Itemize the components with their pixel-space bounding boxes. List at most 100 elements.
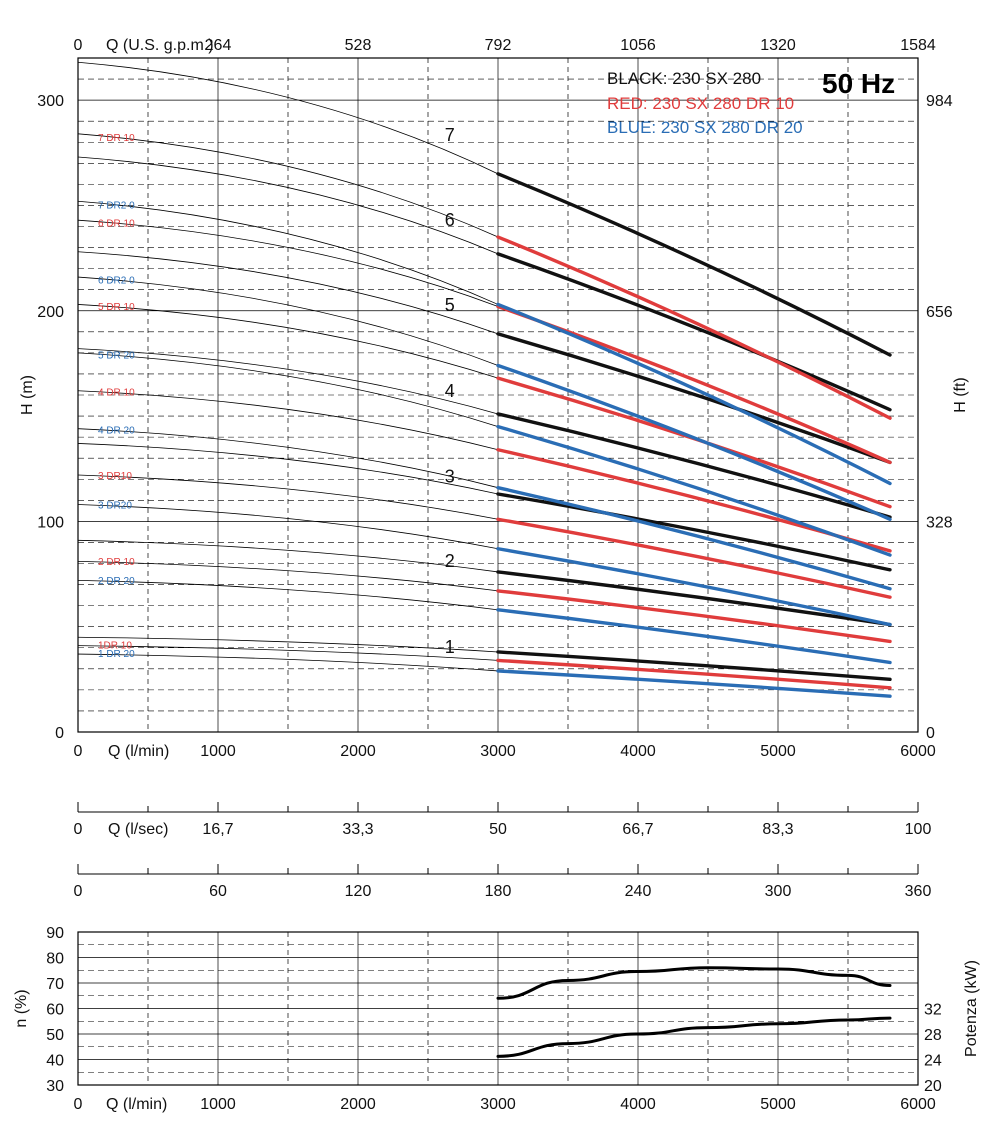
curve-label-1-dr-20: 1 DR 20 — [98, 649, 135, 660]
curve-label-7-dr-10: 7 DR 10 — [98, 133, 135, 144]
curve-label-2-dr-20: 2 DR 20 — [98, 576, 135, 587]
flow-axis-1-label-240: 240 — [625, 883, 652, 900]
curve-label-6-dr-10: 6 DR 10 — [98, 218, 135, 229]
curve-5-dr-20 — [496, 424, 892, 557]
efficiency-curves — [496, 966, 892, 1058]
curve-extension-2-dr-10 — [77, 560, 499, 592]
curve-extension-5-dr-10 — [77, 304, 499, 379]
head-top-tick-792: 792 — [485, 37, 512, 54]
eff-y-left-tick-30: 30 — [46, 1078, 64, 1095]
curve-7 — [496, 172, 892, 357]
curve-3-dr-20 — [496, 547, 892, 627]
curve-label-4-dr-20: 4 DR 20 — [98, 426, 135, 437]
curve-4-dr-20 — [496, 485, 892, 591]
legend-blue: BLUE: 230 SX 280 DR 20 — [607, 118, 803, 137]
head-y-left-title: H (m) — [19, 375, 36, 415]
eff-x-tick-6000: 6000 — [900, 1096, 936, 1113]
curve-label-3-dr-20: 3 DR20 — [98, 501, 132, 512]
flow-axis-0-label-33-3: 33,3 — [342, 821, 373, 838]
curve-extension-3-dr-10 — [77, 474, 499, 520]
frequency-title: 50 Hz — [822, 68, 895, 99]
head-x-axis-title: Q (l/min) — [108, 743, 169, 760]
curve-1-dr-20 — [496, 669, 892, 698]
flow-unit-axes: 0 16,7 33,3 50 66,7 83,3 100 Q (l/sec) 0 60 120 180… — [74, 802, 932, 900]
curve-6 — [496, 252, 892, 412]
head-x-tick-5000: 5000 — [760, 743, 796, 760]
head-x-tick-0: 0 — [74, 743, 83, 760]
flow-axis-1-label-120: 120 — [345, 883, 372, 900]
eff-y-left-title: n (%) — [13, 989, 30, 1027]
eff-x-tick-3000: 3000 — [480, 1096, 516, 1113]
flow-axis-0-label-83-3: 83,3 — [762, 821, 793, 838]
curve-label-2-dr-10: 2 DR 10 — [98, 557, 135, 568]
head-chart-axes: 0 1000 2000 3000 4000 5000 6000010020030003286… — [19, 37, 969, 760]
head-y-right-title: H (ft) — [952, 377, 969, 413]
flow-axis-1-label-180: 180 — [485, 883, 512, 900]
eff-y-left-tick-90: 90 — [46, 925, 64, 942]
curve-7-dr-20 — [496, 302, 892, 486]
curve-extension-3 — [77, 443, 499, 495]
curve-extension-5-dr-20 — [77, 352, 499, 427]
curve-extension-4 — [77, 348, 499, 415]
eff-x-tick-4000: 4000 — [620, 1096, 656, 1113]
head-top-tick-1584: 1584 — [900, 37, 936, 54]
curve-extension-7 — [77, 61, 499, 175]
curve-label-2: 2 — [445, 551, 455, 571]
curve-extension-4-dr-20 — [77, 428, 499, 489]
curve-label-7: 7 — [445, 125, 455, 145]
curve-label-1: 1 — [445, 637, 455, 657]
head-y-left-tick-0: 0 — [55, 725, 64, 742]
head-y-left-tick-300: 300 — [37, 93, 64, 110]
head-y-left-tick-100: 100 — [37, 514, 64, 531]
head-y-right-tick-656: 656 — [926, 304, 953, 321]
eff-y-right-tick-20: 20 — [924, 1078, 942, 1095]
flow-axis-0-label-66-7: 66,7 — [622, 821, 653, 838]
eff-y-left-tick-80: 80 — [46, 951, 64, 968]
curve-2-dr-20 — [496, 608, 892, 665]
curve-label-1-dr-10: 1DR 10 — [98, 640, 132, 651]
curve-extension-6 — [77, 156, 499, 255]
eff-y-left-tick-70: 70 — [46, 976, 64, 993]
flow-axis-title-0: Q (l/sec) — [108, 821, 168, 838]
curve-extension-1-dr-10 — [77, 645, 499, 661]
flow-axis-0-label-0: 0 — [74, 821, 83, 838]
head-top-axis-title: Q (U.S. g.p.m.) — [106, 37, 214, 54]
eff-x-tick-1000: 1000 — [200, 1096, 236, 1113]
eff-x-axis-title: Q (l/min) — [106, 1096, 167, 1113]
head-x-tick-2000: 2000 — [340, 743, 376, 760]
flow-axis-1-label-300: 300 — [765, 883, 792, 900]
head-frame — [77, 57, 919, 733]
curve-extension-7-dr-10 — [77, 133, 499, 238]
curve-3-dr-10 — [496, 517, 892, 599]
head-top-tick-528: 528 — [345, 37, 372, 54]
curve-extension-2-dr-20 — [77, 579, 499, 611]
efficiency-chart-axes: 0 1000 2000 3000 4000 5000 6000 30 40 50 60 70 80 90 2… — [13, 925, 980, 1113]
curve-extension-4-dr-10 — [77, 390, 499, 451]
eff-y-right-tick-24: 24 — [924, 1053, 942, 1070]
eff-x-tick-0: 0 — [74, 1096, 83, 1113]
flow-axis-1-label-0: 0 — [74, 883, 83, 900]
head-curves — [77, 61, 892, 698]
head-curve-labels: 1 1DR 101 DR 20 2 2 DR 10 2 DR 20 3 3 DR10 3 DR… — [98, 125, 455, 660]
curve-label-3-dr-10: 3 DR10 — [98, 471, 132, 482]
head-y-right-tick-328: 328 — [926, 514, 953, 531]
head-top-tick-1056: 1056 — [620, 37, 656, 54]
curve-label-5-dr-10: 5 DR 10 — [98, 302, 135, 313]
flow-axis-1-label-360: 360 — [905, 883, 932, 900]
curve-3 — [496, 492, 892, 572]
head-x-tick-6000: 6000 — [900, 743, 936, 760]
curve-extension-1 — [77, 636, 499, 653]
head-y-right-tick-984: 984 — [926, 93, 953, 110]
legend-black: BLACK: 230 SX 280 — [607, 69, 761, 88]
head-y-left-tick-200: 200 — [37, 304, 64, 321]
efficiency-curve — [496, 966, 892, 1000]
head-x-tick-4000: 4000 — [620, 743, 656, 760]
eff-y-right-title: Potenza (kW) — [963, 960, 980, 1057]
power-curve — [496, 1016, 892, 1058]
eff-y-right-tick-32: 32 — [924, 1002, 942, 1019]
curve-extension-3-dr-20 — [77, 504, 499, 550]
curve-extension-5 — [77, 251, 499, 335]
curve-label-6-dr-20: 6 DR2 0 — [98, 275, 135, 286]
curve-2 — [496, 570, 892, 627]
